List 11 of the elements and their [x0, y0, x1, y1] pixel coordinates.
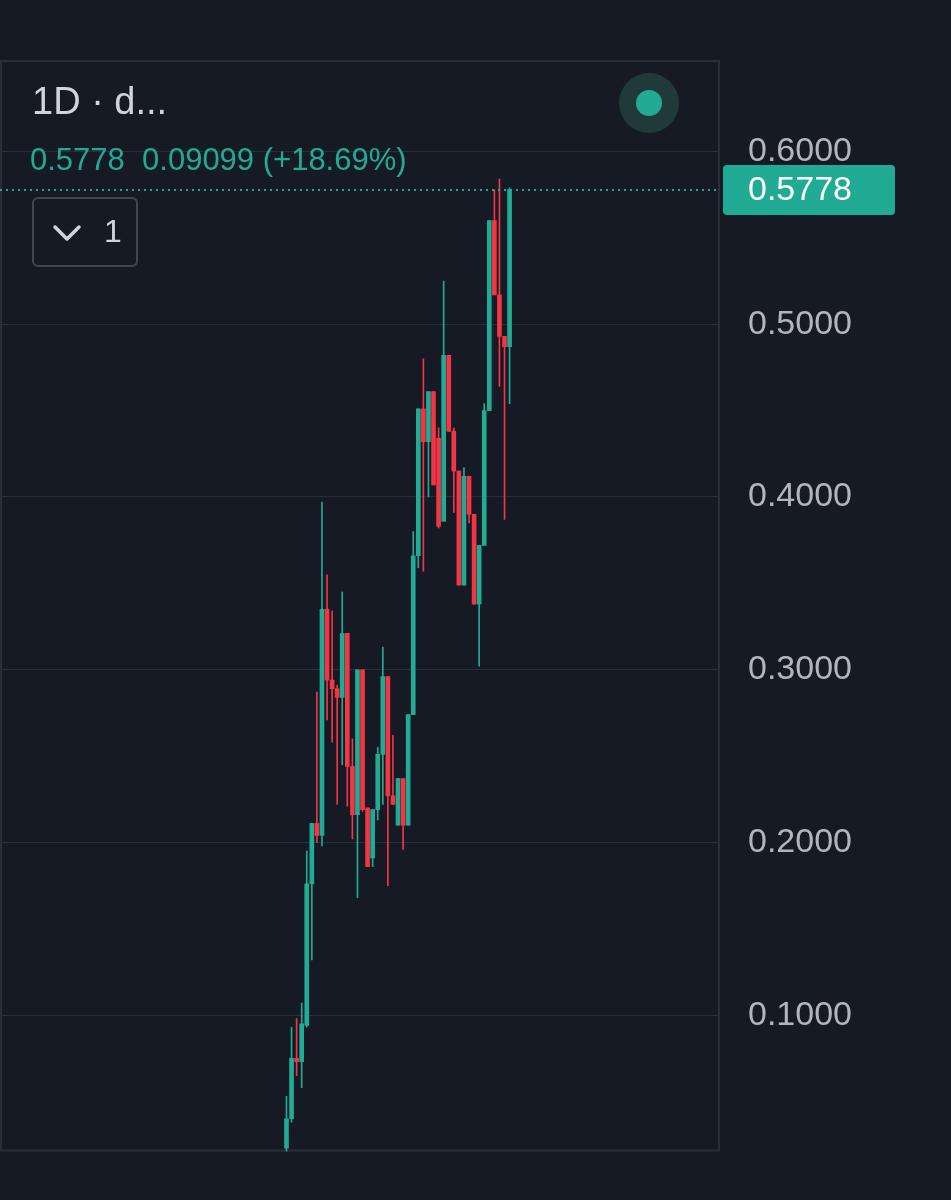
y-tick-label: 0.5000	[748, 302, 852, 341]
candlestick	[334, 684, 340, 805]
y-tick-label: 0.6000	[748, 129, 852, 168]
y-tick-label: 0.3000	[748, 648, 852, 687]
ref-line-label: 0.5778	[748, 169, 852, 208]
y-tick-label: 0.2000	[748, 820, 852, 859]
y-tick-label: 0.1000	[748, 993, 852, 1032]
annotation: 1	[104, 213, 122, 250]
y-tick-label: 0.4000	[748, 475, 852, 514]
text: 1D · d...	[32, 80, 168, 123]
text: 0.5778 0.09099 (+18.69%)	[30, 142, 407, 178]
